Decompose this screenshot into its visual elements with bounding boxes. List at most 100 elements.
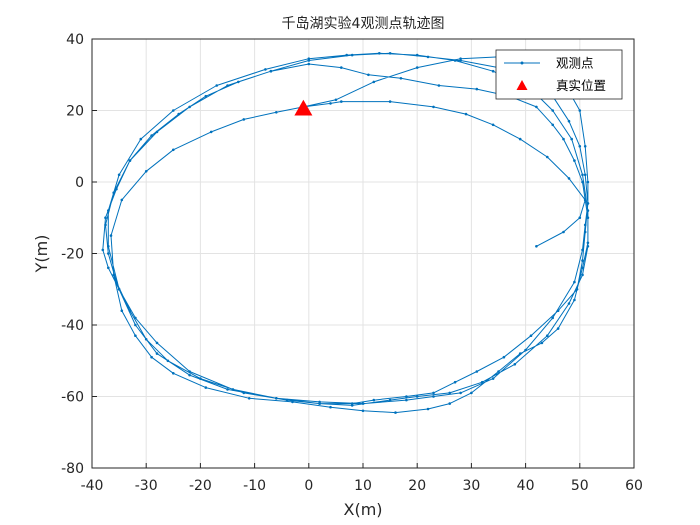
observed-point bbox=[329, 405, 332, 409]
observed-point bbox=[117, 288, 121, 291]
observed-point bbox=[581, 180, 584, 184]
observed-point bbox=[204, 386, 208, 389]
observed-point bbox=[459, 391, 462, 395]
observed-point bbox=[188, 373, 191, 377]
observed-point bbox=[345, 53, 349, 57]
observed-point bbox=[128, 159, 132, 162]
observed-point bbox=[583, 173, 587, 177]
observed-point bbox=[464, 112, 468, 116]
observed-point bbox=[432, 105, 435, 109]
observed-point bbox=[567, 302, 571, 305]
observed-point bbox=[291, 400, 294, 404]
series-observed-line bbox=[102, 52, 589, 414]
observed-point bbox=[285, 398, 289, 402]
observed-point bbox=[350, 402, 354, 405]
observed-point bbox=[497, 370, 500, 373]
y-tick-label: -20 bbox=[61, 247, 84, 263]
observed-point bbox=[405, 395, 408, 398]
x-tick-label: -30 bbox=[135, 478, 158, 494]
x-tick-label: 30 bbox=[462, 478, 480, 494]
observed-point bbox=[581, 248, 584, 252]
observed-point bbox=[502, 355, 506, 359]
y-tick-label: -60 bbox=[61, 390, 84, 406]
observed-point bbox=[540, 341, 544, 345]
observed-point bbox=[415, 395, 419, 398]
observed-point bbox=[415, 66, 419, 69]
observed-point bbox=[535, 105, 538, 109]
observed-point bbox=[491, 123, 495, 127]
observed-point bbox=[134, 334, 137, 338]
observed-point bbox=[117, 173, 121, 177]
observed-point bbox=[115, 187, 118, 191]
series-layer bbox=[101, 52, 590, 414]
observed-point bbox=[128, 309, 132, 313]
observed-point bbox=[172, 109, 175, 112]
observed-point bbox=[426, 55, 430, 59]
observed-point bbox=[586, 209, 590, 212]
observed-point bbox=[586, 241, 590, 245]
observed-point bbox=[570, 137, 573, 141]
observed-point bbox=[578, 109, 582, 112]
observed-point bbox=[448, 391, 452, 395]
observed-point bbox=[150, 355, 153, 359]
observed-point bbox=[524, 348, 527, 352]
observed-point bbox=[586, 180, 590, 184]
legend-box bbox=[495, 49, 623, 100]
legend-marker-observed bbox=[520, 61, 524, 65]
observed-point bbox=[226, 388, 229, 391]
observed-point bbox=[551, 316, 554, 320]
observed-point bbox=[480, 380, 484, 384]
observed-point bbox=[583, 223, 587, 227]
observed-point bbox=[150, 134, 153, 137]
observed-point bbox=[586, 245, 590, 248]
observed-point bbox=[453, 380, 457, 384]
x-tick-label: 20 bbox=[408, 478, 426, 494]
observed-point bbox=[372, 398, 376, 402]
observed-point bbox=[586, 202, 590, 205]
observed-point bbox=[242, 391, 246, 395]
observed-point bbox=[573, 159, 576, 162]
observed-point bbox=[144, 170, 148, 173]
observed-point bbox=[475, 370, 479, 373]
observed-point bbox=[215, 84, 218, 87]
observed-point bbox=[269, 69, 273, 73]
observed-point bbox=[209, 130, 213, 134]
observed-point bbox=[567, 119, 571, 123]
observed-point bbox=[394, 411, 397, 414]
observed-point bbox=[340, 100, 343, 103]
observed-point bbox=[573, 280, 576, 284]
y-axis-label: Y(m) bbox=[32, 235, 51, 274]
observed-point bbox=[120, 309, 124, 313]
observed-point bbox=[459, 59, 462, 62]
observed-point bbox=[172, 372, 175, 375]
observed-point bbox=[518, 352, 522, 355]
observed-point bbox=[204, 94, 208, 98]
observed-point bbox=[551, 109, 554, 112]
x-tick-label: -20 bbox=[189, 478, 212, 494]
observed-point bbox=[583, 198, 587, 202]
observed-point bbox=[275, 111, 278, 114]
observed-point bbox=[491, 69, 495, 73]
x-axis-label: X(m) bbox=[343, 500, 382, 519]
observed-point bbox=[535, 245, 538, 248]
x-tick-label: -10 bbox=[243, 478, 266, 494]
observed-point bbox=[134, 316, 137, 320]
observed-point bbox=[112, 273, 115, 277]
legend: 观测点 真实位置 bbox=[495, 49, 623, 100]
observed-point bbox=[144, 338, 148, 341]
observed-point bbox=[405, 398, 408, 402]
chart-title: 千岛湖实验4观测点轨迹图 bbox=[282, 16, 445, 32]
observed-point bbox=[334, 98, 338, 102]
observed-point bbox=[247, 397, 251, 400]
observed-point bbox=[237, 80, 240, 84]
observed-point bbox=[104, 216, 107, 219]
observed-point bbox=[437, 84, 441, 87]
observed-point bbox=[513, 363, 517, 366]
observed-point bbox=[172, 148, 175, 152]
x-tick-label: 10 bbox=[354, 478, 372, 494]
observed-point bbox=[177, 112, 180, 116]
observed-point bbox=[581, 173, 584, 177]
observed-point bbox=[556, 309, 560, 313]
observed-point bbox=[231, 388, 235, 391]
